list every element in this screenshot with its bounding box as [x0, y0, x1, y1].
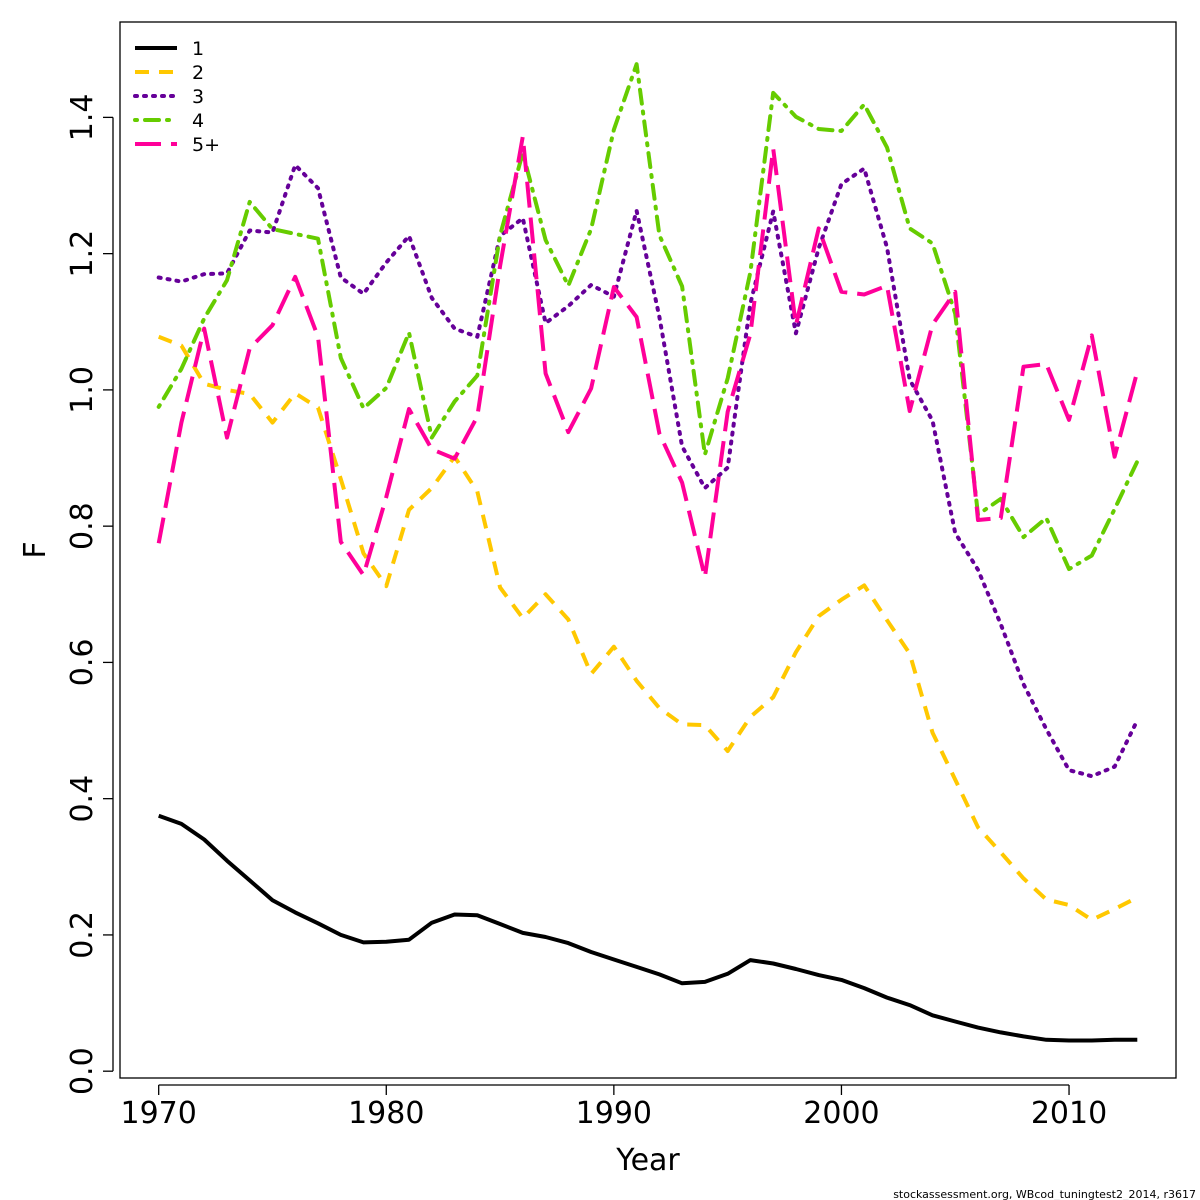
y-tick-label: 0.6	[65, 639, 100, 687]
legend-label: 2	[192, 62, 204, 84]
x-tick-label: 2010	[1031, 1096, 1107, 1131]
x-tick-label: 1970	[121, 1096, 197, 1131]
x-axis: 1970 1980 1990 2000 2010	[121, 1084, 1107, 1131]
footer-note: stockassessment.org, WBcod_tuningtest2_2…	[893, 1188, 1196, 1200]
legend-label: 4	[192, 110, 204, 132]
y-tick-label: 0.8	[65, 502, 100, 550]
series-line-4	[156, 62, 1140, 572]
x-tick-label: 1980	[348, 1096, 424, 1131]
x-axis-title: Year	[615, 1143, 680, 1178]
series-line-1	[158, 813, 1138, 1043]
y-tick-label: 1.0	[65, 366, 100, 414]
y-tick-label: 0.2	[65, 911, 100, 959]
y-tick-label: 0.0	[65, 1047, 100, 1095]
series-line-3	[156, 163, 1140, 779]
plot-frame	[119, 21, 1177, 1079]
legend-label: 1	[192, 38, 204, 60]
y-axis: 0.0 0.2 0.4 0.6 0.8 1.0 1.2 1.4	[65, 94, 114, 1095]
x-tick-label: 1990	[576, 1096, 652, 1131]
series-line-5	[156, 134, 1140, 580]
legend-label: 5+	[192, 134, 220, 156]
y-axis-title: F	[18, 541, 53, 558]
series-line-2	[157, 334, 1139, 922]
series-layer	[156, 62, 1140, 1043]
x-tick-label: 2000	[803, 1096, 879, 1131]
legend-label: 3	[192, 86, 204, 108]
y-tick-label: 1.4	[65, 94, 100, 142]
y-tick-label: 0.4	[65, 775, 100, 823]
y-tick-label: 1.2	[65, 230, 100, 278]
